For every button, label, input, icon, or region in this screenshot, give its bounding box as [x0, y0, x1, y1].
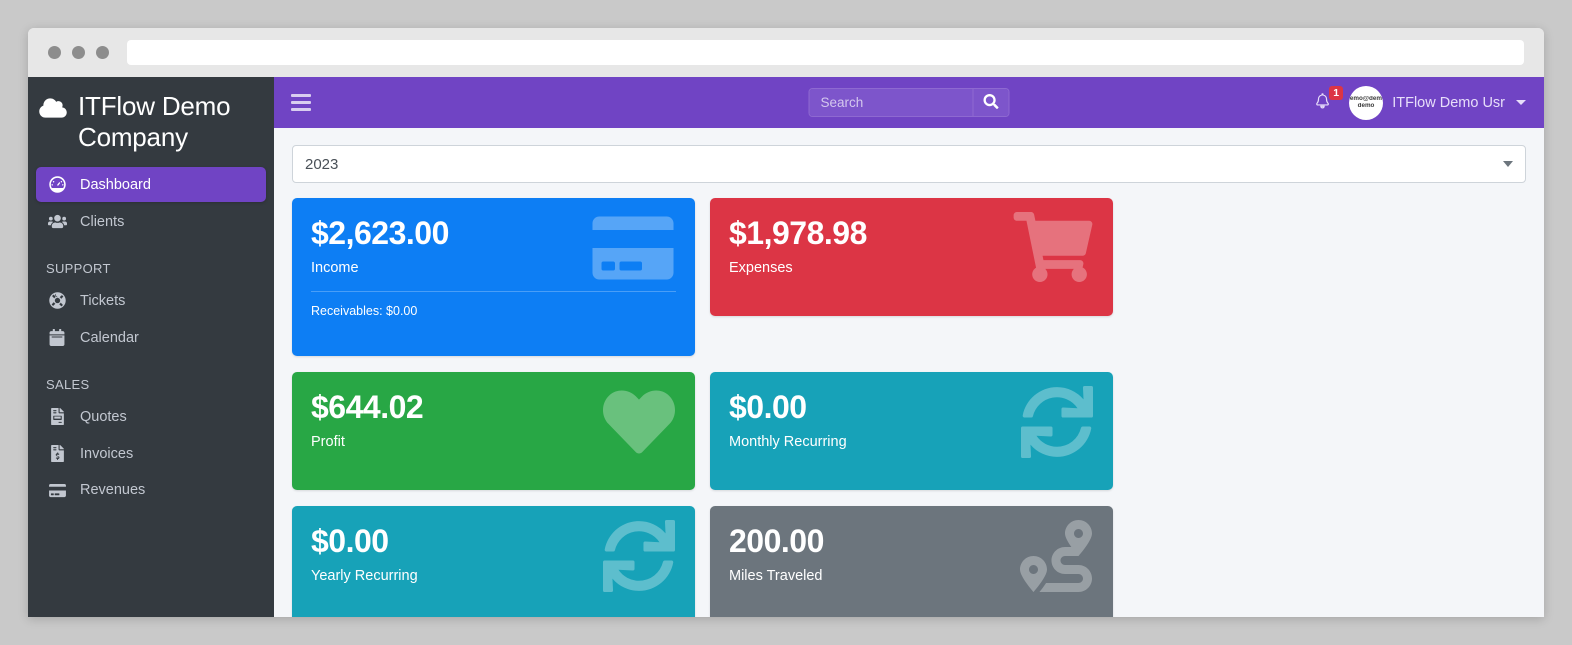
heart-icon [599, 386, 679, 463]
stat-card-miles-traveled[interactable]: 200.00 Miles Traveled [710, 506, 1113, 617]
tachometer-icon [46, 176, 68, 193]
sidebar-item-calendar[interactable]: Calendar [36, 320, 266, 355]
stat-cards-grid: $2,623.00 Income Receivables: $0.00 [292, 198, 1526, 617]
year-filter-value: 2023 [305, 155, 339, 173]
sidebar-item-revenues[interactable]: Revenues [36, 473, 266, 507]
calendar-icon [46, 329, 68, 346]
route-icon [1015, 520, 1097, 597]
stat-card-value: $2,623.00 [311, 215, 449, 251]
stat-card-footer: Receivables: $0.00 [311, 291, 676, 328]
notifications-button[interactable]: 1 [1314, 86, 1344, 114]
sidebar-item-invoices[interactable]: Invoices [36, 436, 266, 471]
year-filter-select[interactable]: 2023 [292, 145, 1526, 183]
app-container: ITFlow Demo Company Dashboard [28, 77, 1544, 617]
notification-count-badge: 1 [1329, 86, 1344, 100]
bell-icon [1314, 91, 1331, 114]
stat-card-expenses[interactable]: $1,978.98 Expenses [710, 198, 1113, 316]
chevron-down-icon [1516, 100, 1526, 105]
top-navbar: 1 demo@demo demo ITFlow Demo Usr [274, 77, 1544, 128]
sidebar-item-dashboard[interactable]: Dashboard [36, 167, 266, 202]
sync-icon [1017, 386, 1097, 463]
avatar-line-1: demo@demo [1349, 95, 1383, 102]
sidebar-item-clients[interactable]: Clients [36, 204, 266, 239]
stat-card-body: $0.00 Yearly Recurring [292, 506, 695, 599]
search-button[interactable] [972, 89, 1009, 116]
minimize-window-dot[interactable] [72, 46, 85, 59]
sidebar-item-label: Tickets [80, 292, 126, 309]
avatar: demo@demo demo [1349, 85, 1384, 120]
sidebar-nav: Dashboard Clients SUPPORT [28, 167, 274, 507]
browser-window: ITFlow Demo Company Dashboard [28, 28, 1544, 617]
stat-card-body: $644.02 Profit [292, 372, 695, 465]
brand-name: ITFlow Demo Company [78, 91, 231, 152]
stat-card-value: $0.00 [729, 389, 807, 425]
sidebar-section-support: SUPPORT [46, 261, 111, 276]
sidebar-item-label: Revenues [80, 482, 146, 498]
stat-card-value: 200.00 [729, 523, 824, 559]
main-area: 1 demo@demo demo ITFlow Demo Usr 2023 [274, 77, 1544, 617]
browser-chrome [28, 28, 1544, 77]
search-input[interactable] [809, 89, 973, 116]
search-bar [808, 88, 1010, 117]
chevron-down-icon [1503, 161, 1513, 167]
file-invoice-dollar-icon [46, 445, 68, 462]
shopping-cart-icon [1009, 212, 1097, 287]
stat-card-body: $1,978.98 Expenses [710, 198, 1113, 291]
page-content: 2023 $2,623.00 Income [274, 128, 1544, 617]
url-bar[interactable] [127, 40, 1524, 65]
search-icon [983, 93, 999, 112]
sidebar-item-label: Invoices [80, 445, 134, 462]
stat-card-label: Monthly Recurring [729, 434, 847, 450]
stat-card-yearly-recurring[interactable]: $0.00 Yearly Recurring [292, 506, 695, 617]
stat-card-value: $1,978.98 [729, 215, 867, 251]
sidebar-item-label: Calendar [80, 329, 139, 346]
credit-card-icon [46, 483, 68, 498]
cloud-icon [32, 91, 70, 124]
topbar-right: 1 demo@demo demo ITFlow Demo Usr [1314, 85, 1526, 120]
stat-card-monthly-recurring[interactable]: $0.00 Monthly Recurring [710, 372, 1113, 490]
file-invoice-icon [46, 408, 68, 425]
stat-card-label: Expenses [729, 260, 793, 276]
sidebar-brand[interactable]: ITFlow Demo Company [28, 83, 274, 159]
stat-card-label: Profit [311, 434, 345, 450]
life-ring-icon [46, 292, 68, 309]
credit-card-icon [587, 212, 679, 289]
stat-card-label: Miles Traveled [729, 568, 823, 584]
sidebar-section-sales: SALES [46, 377, 90, 392]
stat-card-body: $0.00 Monthly Recurring [710, 372, 1113, 465]
stat-card-income[interactable]: $2,623.00 Income Receivables: $0.00 [292, 198, 695, 356]
window-controls [48, 46, 109, 59]
stat-card-body: $2,623.00 Income [292, 198, 695, 291]
stat-card-value: $0.00 [311, 523, 389, 559]
maximize-window-dot[interactable] [96, 46, 109, 59]
hamburger-icon[interactable] [288, 90, 314, 116]
sidebar-item-tickets[interactable]: Tickets [36, 283, 266, 318]
avatar-line-2: demo [1357, 102, 1375, 109]
sidebar-item-label: Dashboard [80, 176, 151, 193]
stat-card-body: 200.00 Miles Traveled [710, 506, 1113, 599]
users-icon [46, 213, 68, 230]
stat-card-value: $644.02 [311, 389, 424, 425]
user-menu[interactable]: demo@demo demo ITFlow Demo Usr [1349, 85, 1526, 120]
stat-card-profit[interactable]: $644.02 Profit [292, 372, 695, 490]
user-name: ITFlow Demo Usr [1392, 94, 1505, 111]
sync-icon [599, 520, 679, 597]
sidebar-item-label: Clients [80, 213, 125, 230]
sidebar-item-label: Quotes [80, 408, 127, 425]
close-window-dot[interactable] [48, 46, 61, 59]
stat-card-label: Yearly Recurring [311, 568, 418, 584]
sidebar: ITFlow Demo Company Dashboard [28, 77, 274, 617]
stat-card-label: Income [311, 260, 359, 276]
sidebar-item-quotes[interactable]: Quotes [36, 399, 266, 434]
